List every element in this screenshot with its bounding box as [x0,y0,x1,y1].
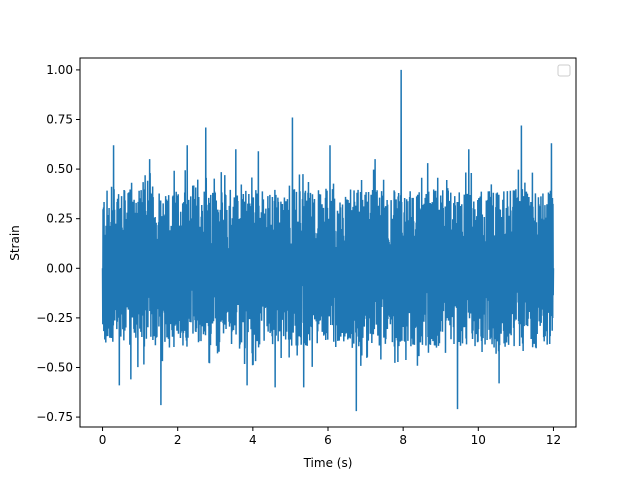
x-tick-label: 2 [174,433,182,447]
x-tick-label: 8 [399,433,407,447]
legend-box [557,64,571,77]
y-tick-label: −0.25 [36,311,73,325]
strain-series-line [101,69,555,412]
x-tick-label: 0 [99,433,107,447]
y-tick-label: 0.00 [46,261,73,275]
x-axis-label: Time (s) [303,456,353,470]
x-tick-label: 4 [249,433,257,447]
x-axis-ticks: 0 2 4 6 8 10 12 [99,427,561,447]
y-axis-ticks: −0.75 −0.50 −0.25 0.00 0.25 0.50 0.75 1.00 [36,63,80,424]
y-tick-label: −0.50 [36,360,73,374]
x-tick-label: 10 [471,433,486,447]
y-tick-label: −0.75 [36,410,73,424]
x-tick-label: 6 [324,433,332,447]
y-tick-label: 0.25 [46,212,73,226]
y-tick-label: 0.75 [46,113,73,127]
y-tick-label: 0.50 [46,162,73,176]
y-axis-label: Strain [8,225,22,261]
x-tick-label: 12 [546,433,561,447]
series-layer [101,69,555,412]
y-tick-label: 1.00 [46,63,73,77]
